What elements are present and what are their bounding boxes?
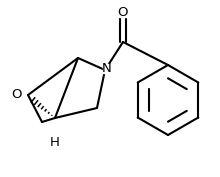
Bar	[13, 90, 22, 99]
Text: O: O	[118, 5, 128, 19]
Bar	[51, 138, 59, 147]
Text: O: O	[12, 88, 22, 101]
Text: N: N	[102, 61, 112, 75]
Bar	[103, 64, 112, 73]
Bar	[119, 7, 128, 16]
Text: H: H	[50, 136, 60, 150]
